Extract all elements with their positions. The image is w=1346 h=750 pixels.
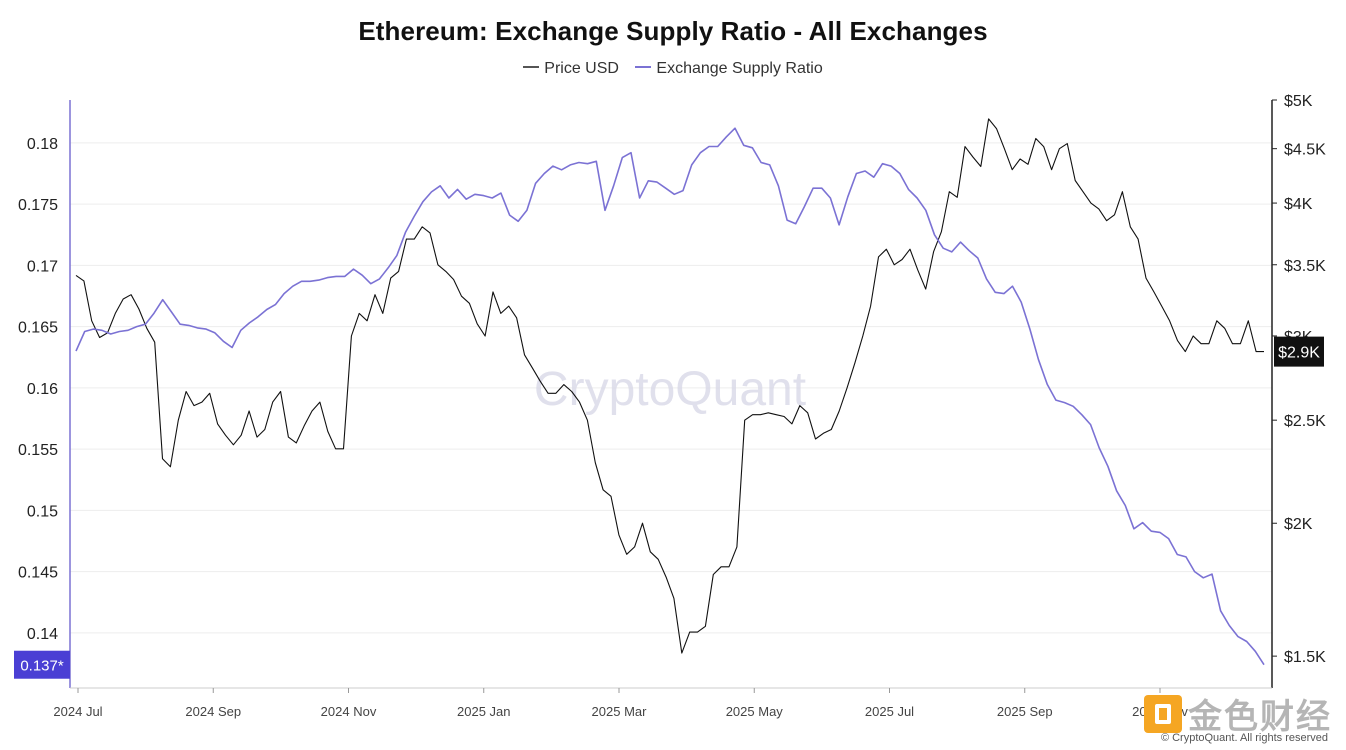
x-tick-label: 2024 Jul bbox=[53, 704, 102, 719]
series-line-price bbox=[75, 118, 1264, 654]
legend-swatch-price bbox=[523, 65, 540, 68]
corner-logo: 金色财经 bbox=[1144, 689, 1332, 738]
legend-swatch-supply-ratio bbox=[635, 65, 652, 68]
left-tick-label: 0.155 bbox=[18, 442, 58, 459]
chart-title: Ethereum: Exchange Supply Ratio - All Ex… bbox=[358, 16, 988, 46]
x-tick-label: 2025 May bbox=[726, 704, 784, 719]
current-ratio-label: 0.137* bbox=[20, 658, 64, 675]
left-tick-label: 0.17 bbox=[27, 258, 58, 275]
x-tick-label: 2024 Sep bbox=[185, 704, 241, 719]
x-tick-label: 2025 Jul bbox=[865, 704, 914, 719]
right-tick-label: $1.5K bbox=[1284, 649, 1326, 666]
right-tick-label: $4K bbox=[1284, 196, 1313, 213]
current-ratio-badge bbox=[14, 650, 70, 679]
left-tick-label: 0.15 bbox=[27, 503, 58, 520]
legend-item-price[interactable]: Price USD bbox=[523, 60, 619, 78]
right-tick-label: $3.5K bbox=[1284, 258, 1326, 275]
current-price-label: $2.9K bbox=[1278, 345, 1320, 362]
right-tick-label: $5K bbox=[1284, 93, 1313, 110]
left-tick-label: 0.175 bbox=[18, 197, 58, 214]
corner-logo-text: 金色财经 bbox=[1188, 697, 1332, 737]
watermark-text: CryptoQuant bbox=[534, 363, 806, 416]
legend-item-supply-ratio[interactable]: Exchange Supply Ratio bbox=[635, 60, 823, 78]
logo-mark-icon bbox=[1144, 694, 1182, 733]
chart-legend: Price USD Exchange Supply Ratio bbox=[0, 60, 1346, 78]
current-price-badge bbox=[1274, 336, 1324, 367]
left-tick-label: 0.18 bbox=[27, 136, 58, 153]
series-line-supply-ratio bbox=[75, 127, 1265, 666]
copyright-text: © CryptoQuant. All rights reserved bbox=[1160, 732, 1328, 744]
series-layer bbox=[75, 118, 1265, 666]
right-tick-label: $2.5K bbox=[1284, 413, 1326, 430]
right-tick-label: $2K bbox=[1284, 516, 1313, 533]
x-tick-label: 2025 Sep bbox=[997, 704, 1053, 719]
left-tick-label: 0.145 bbox=[18, 565, 58, 582]
legend-label-price: Price USD bbox=[544, 60, 619, 77]
x-tick-label: 2025 Mar bbox=[592, 704, 648, 719]
left-tick-label: 0.16 bbox=[27, 381, 58, 398]
legend-label-supply-ratio: Exchange Supply Ratio bbox=[656, 60, 823, 77]
right-tick-label: $4.5K bbox=[1284, 142, 1326, 159]
axis-labels: 0.18 0.175 0.17 0.165 0.16 0.155 0.15 0.145 0.14… bbox=[14, 93, 1326, 719]
grid-lines bbox=[70, 142, 1272, 634]
left-tick-label: 0.14 bbox=[27, 626, 58, 643]
axes bbox=[69, 99, 1277, 693]
left-tick-label: 0.165 bbox=[18, 320, 58, 337]
x-tick-label: 2025 Jan bbox=[457, 704, 511, 719]
x-tick-label: 2024 Nov bbox=[321, 704, 377, 719]
